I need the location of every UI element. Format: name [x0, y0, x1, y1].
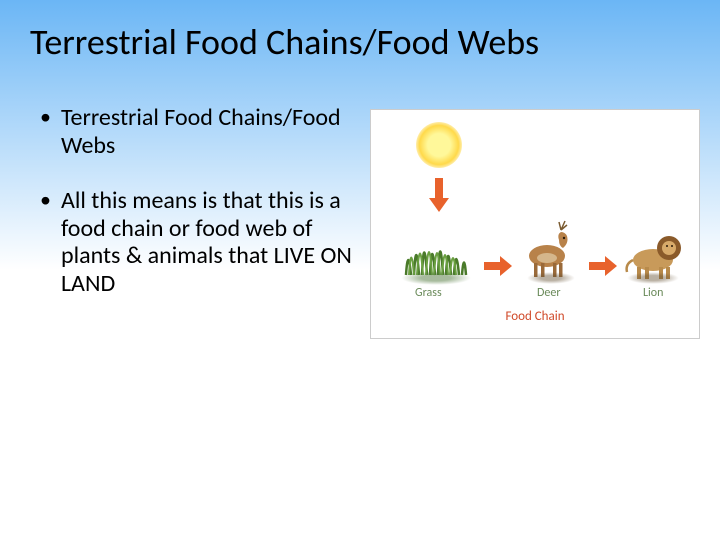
lion-label: Lion — [643, 286, 663, 300]
grass-icon — [396, 225, 476, 280]
grass-shadow — [401, 271, 471, 285]
bullet-item: • All this means is that this is a food … — [40, 187, 360, 297]
bullet-text: All this means is that this is a food ch… — [61, 187, 360, 297]
bullet-text: Terrestrial Food Chains/Food Webs — [61, 104, 360, 159]
diagram-caption: Food Chain — [371, 309, 699, 324]
grass-label: Grass — [415, 286, 442, 300]
deer-label: Deer — [537, 286, 561, 300]
deer-icon — [519, 218, 581, 280]
sun-icon — [416, 122, 462, 168]
bullet-item: • Terrestrial Food Chains/Food Webs — [40, 104, 360, 159]
bullet-marker-icon: • — [40, 104, 51, 159]
slide: Terrestrial Food Chains/Food Webs • Terr… — [0, 0, 720, 540]
deer-shadow — [527, 272, 575, 284]
bullet-list: • Terrestrial Food Chains/Food Webs • Al… — [40, 104, 370, 339]
lion-shadow — [627, 272, 679, 284]
bullet-marker-icon: • — [40, 187, 51, 297]
content-row: • Terrestrial Food Chains/Food Webs • Al… — [0, 84, 720, 339]
food-chain-diagram: Grass Deer — [370, 109, 700, 339]
lion-icon — [621, 226, 685, 280]
slide-title: Terrestrial Food Chains/Food Webs — [0, 20, 720, 84]
